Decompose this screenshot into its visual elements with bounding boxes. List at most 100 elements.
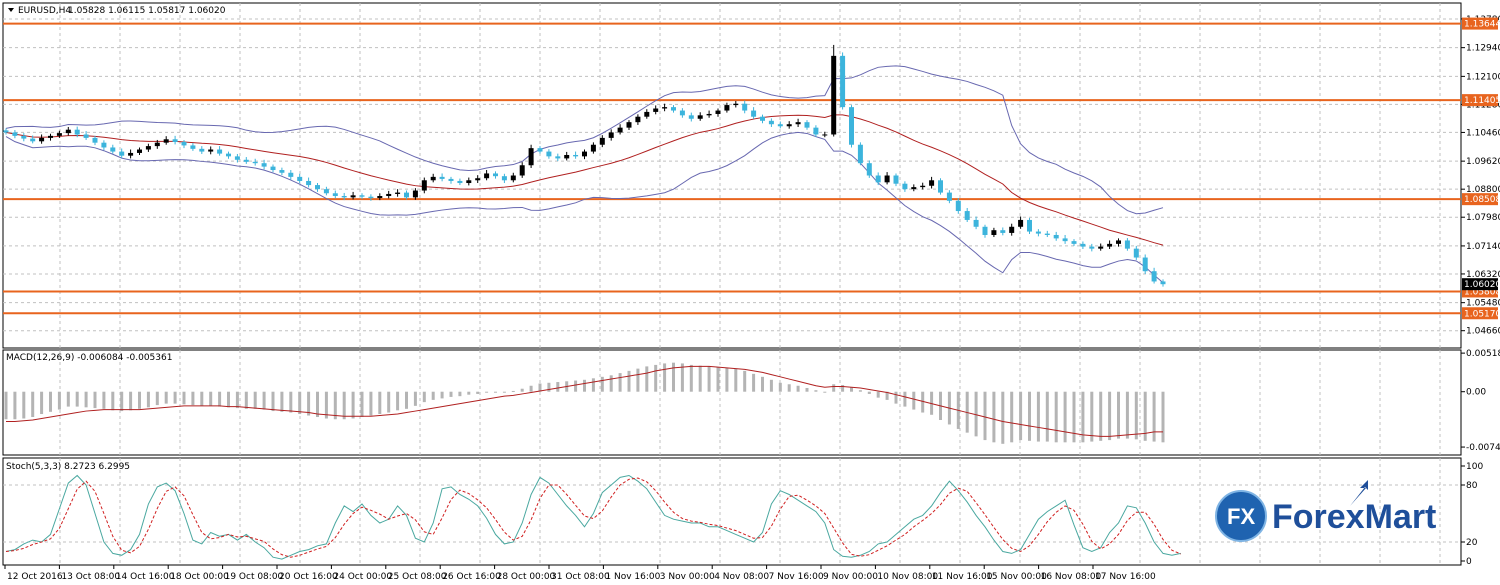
stoch-main-line xyxy=(5,474,1181,560)
macd-histogram-bar xyxy=(431,391,435,400)
macd-histogram-bar xyxy=(66,391,70,407)
level-price-label: 1.08508 xyxy=(1464,195,1500,205)
time-tick-label: 19 Oct 08:00 xyxy=(225,572,284,582)
candle-body xyxy=(831,55,837,135)
macd-histogram-bar xyxy=(13,391,17,420)
macd-histogram-bar xyxy=(369,391,373,416)
macd-histogram-bar xyxy=(93,391,97,409)
macd-histogram-bar xyxy=(698,365,702,392)
macd-histogram-bar xyxy=(405,391,408,409)
time-tick-label: 3 Nov 00:00 xyxy=(660,572,715,582)
macd-histogram-bar xyxy=(796,385,800,392)
time-tick-label: 10 Nov 08:00 xyxy=(877,572,938,582)
price-tick-label: 1.07140 xyxy=(1466,242,1500,252)
chevron-down-icon[interactable] xyxy=(8,8,14,12)
macd-histogram-bar xyxy=(609,375,613,392)
macd-histogram-bar xyxy=(449,391,453,397)
macd-histogram-bar xyxy=(173,391,177,404)
level-price-tag xyxy=(1462,307,1498,320)
stoch-tick-label: 100 xyxy=(1466,462,1483,472)
candle-body xyxy=(181,142,187,146)
macd-histogram-bar xyxy=(111,391,115,411)
macd-histogram-bar xyxy=(974,391,978,437)
candle-body xyxy=(679,110,685,116)
macd-histogram-bar xyxy=(654,364,658,392)
candle-body xyxy=(377,196,383,199)
macd-histogram-bar xyxy=(591,378,595,392)
macd-histogram-bar xyxy=(547,382,551,392)
candle-body xyxy=(920,185,926,188)
price-panel-frame xyxy=(2,2,1462,349)
macd-histogram-bar xyxy=(903,391,907,407)
macd-histogram-bar xyxy=(1143,391,1147,441)
candle-body xyxy=(1062,238,1068,242)
macd-histogram-bar xyxy=(778,382,782,392)
horizontal-levels xyxy=(3,22,1461,315)
time-tick-label: 9 Nov 00:00 xyxy=(823,572,878,582)
candle-body xyxy=(501,176,507,181)
macd-histogram-bar xyxy=(342,391,346,420)
macd-tick-label: 0.00 xyxy=(1466,388,1486,398)
time-tick-label: 20 Oct 16:00 xyxy=(279,572,338,582)
macd-panel-frame xyxy=(2,349,1462,456)
candle-body xyxy=(724,105,730,111)
candle-body xyxy=(688,115,694,119)
macd-histogram-bar xyxy=(1161,391,1165,443)
macd-histogram-bar xyxy=(1063,391,1067,443)
candle-body xyxy=(1142,257,1148,272)
macd-indicator: 0.005184 0.00 -0.007436 xyxy=(4,349,1500,453)
candle-body xyxy=(964,211,970,220)
candle-body xyxy=(288,172,294,177)
logo-fx-glyph: FX xyxy=(1227,504,1255,529)
macd-histogram-bar xyxy=(912,391,916,410)
macd-histogram-bar xyxy=(31,391,35,418)
time-tick-label: 15 Nov 00:00 xyxy=(986,572,1047,582)
candle-body xyxy=(697,115,703,119)
time-tick-label: 17 Nov 16:00 xyxy=(1095,572,1156,582)
candle-body xyxy=(475,178,481,181)
macd-histogram-bar xyxy=(102,391,106,409)
macd-histogram-bar xyxy=(227,391,230,408)
candle-body xyxy=(270,166,276,171)
arrow-up-icon xyxy=(1350,480,1368,506)
candle-body xyxy=(448,178,454,181)
candle-body xyxy=(412,190,418,198)
candle-body xyxy=(74,129,80,135)
candle-body xyxy=(786,124,792,127)
candle-body xyxy=(457,180,463,184)
candle-body xyxy=(439,176,445,179)
macd-histogram-bar xyxy=(672,362,675,392)
macd-histogram-bar xyxy=(867,391,871,394)
macd-histogram-bar xyxy=(235,391,239,409)
price-tick-label: 1.08800 xyxy=(1466,185,1500,195)
macd-histogram-bar xyxy=(529,385,533,392)
macd-histogram-bar xyxy=(858,390,862,392)
macd-histogram-bar xyxy=(769,379,773,392)
candle-body xyxy=(92,137,98,143)
macd-histogram-bar xyxy=(894,391,898,404)
candle-body xyxy=(1071,241,1077,244)
macd-histogram-bar xyxy=(663,363,667,392)
candle-body xyxy=(1080,243,1086,247)
stochastic-indicator: 100 80 20 0 xyxy=(3,462,1483,567)
candle-body xyxy=(849,107,854,145)
macd-histogram-bar xyxy=(680,363,684,392)
candle-body xyxy=(564,154,570,159)
time-tick-label: 11 Nov 16:00 xyxy=(932,572,993,582)
macd-histogram-bar xyxy=(209,391,213,406)
candle-body xyxy=(323,189,329,194)
macd-histogram-bar xyxy=(1072,391,1076,443)
macd-signal-line xyxy=(6,365,1163,437)
time-tick-label: 26 Oct 16:00 xyxy=(442,572,501,582)
macd-histogram-bar xyxy=(298,391,302,415)
upper-band-line xyxy=(5,65,1164,215)
macd-histogram-bar xyxy=(84,391,88,408)
candle-body xyxy=(733,103,739,106)
macd-histogram-bar xyxy=(396,391,400,411)
time-tick-label: 31 Oct 08:00 xyxy=(551,572,610,582)
candle-body xyxy=(706,113,712,116)
candle-body xyxy=(893,175,899,184)
time-tick-label: 16 Nov 08:00 xyxy=(1041,572,1102,582)
macd-histogram-bar xyxy=(636,368,640,392)
